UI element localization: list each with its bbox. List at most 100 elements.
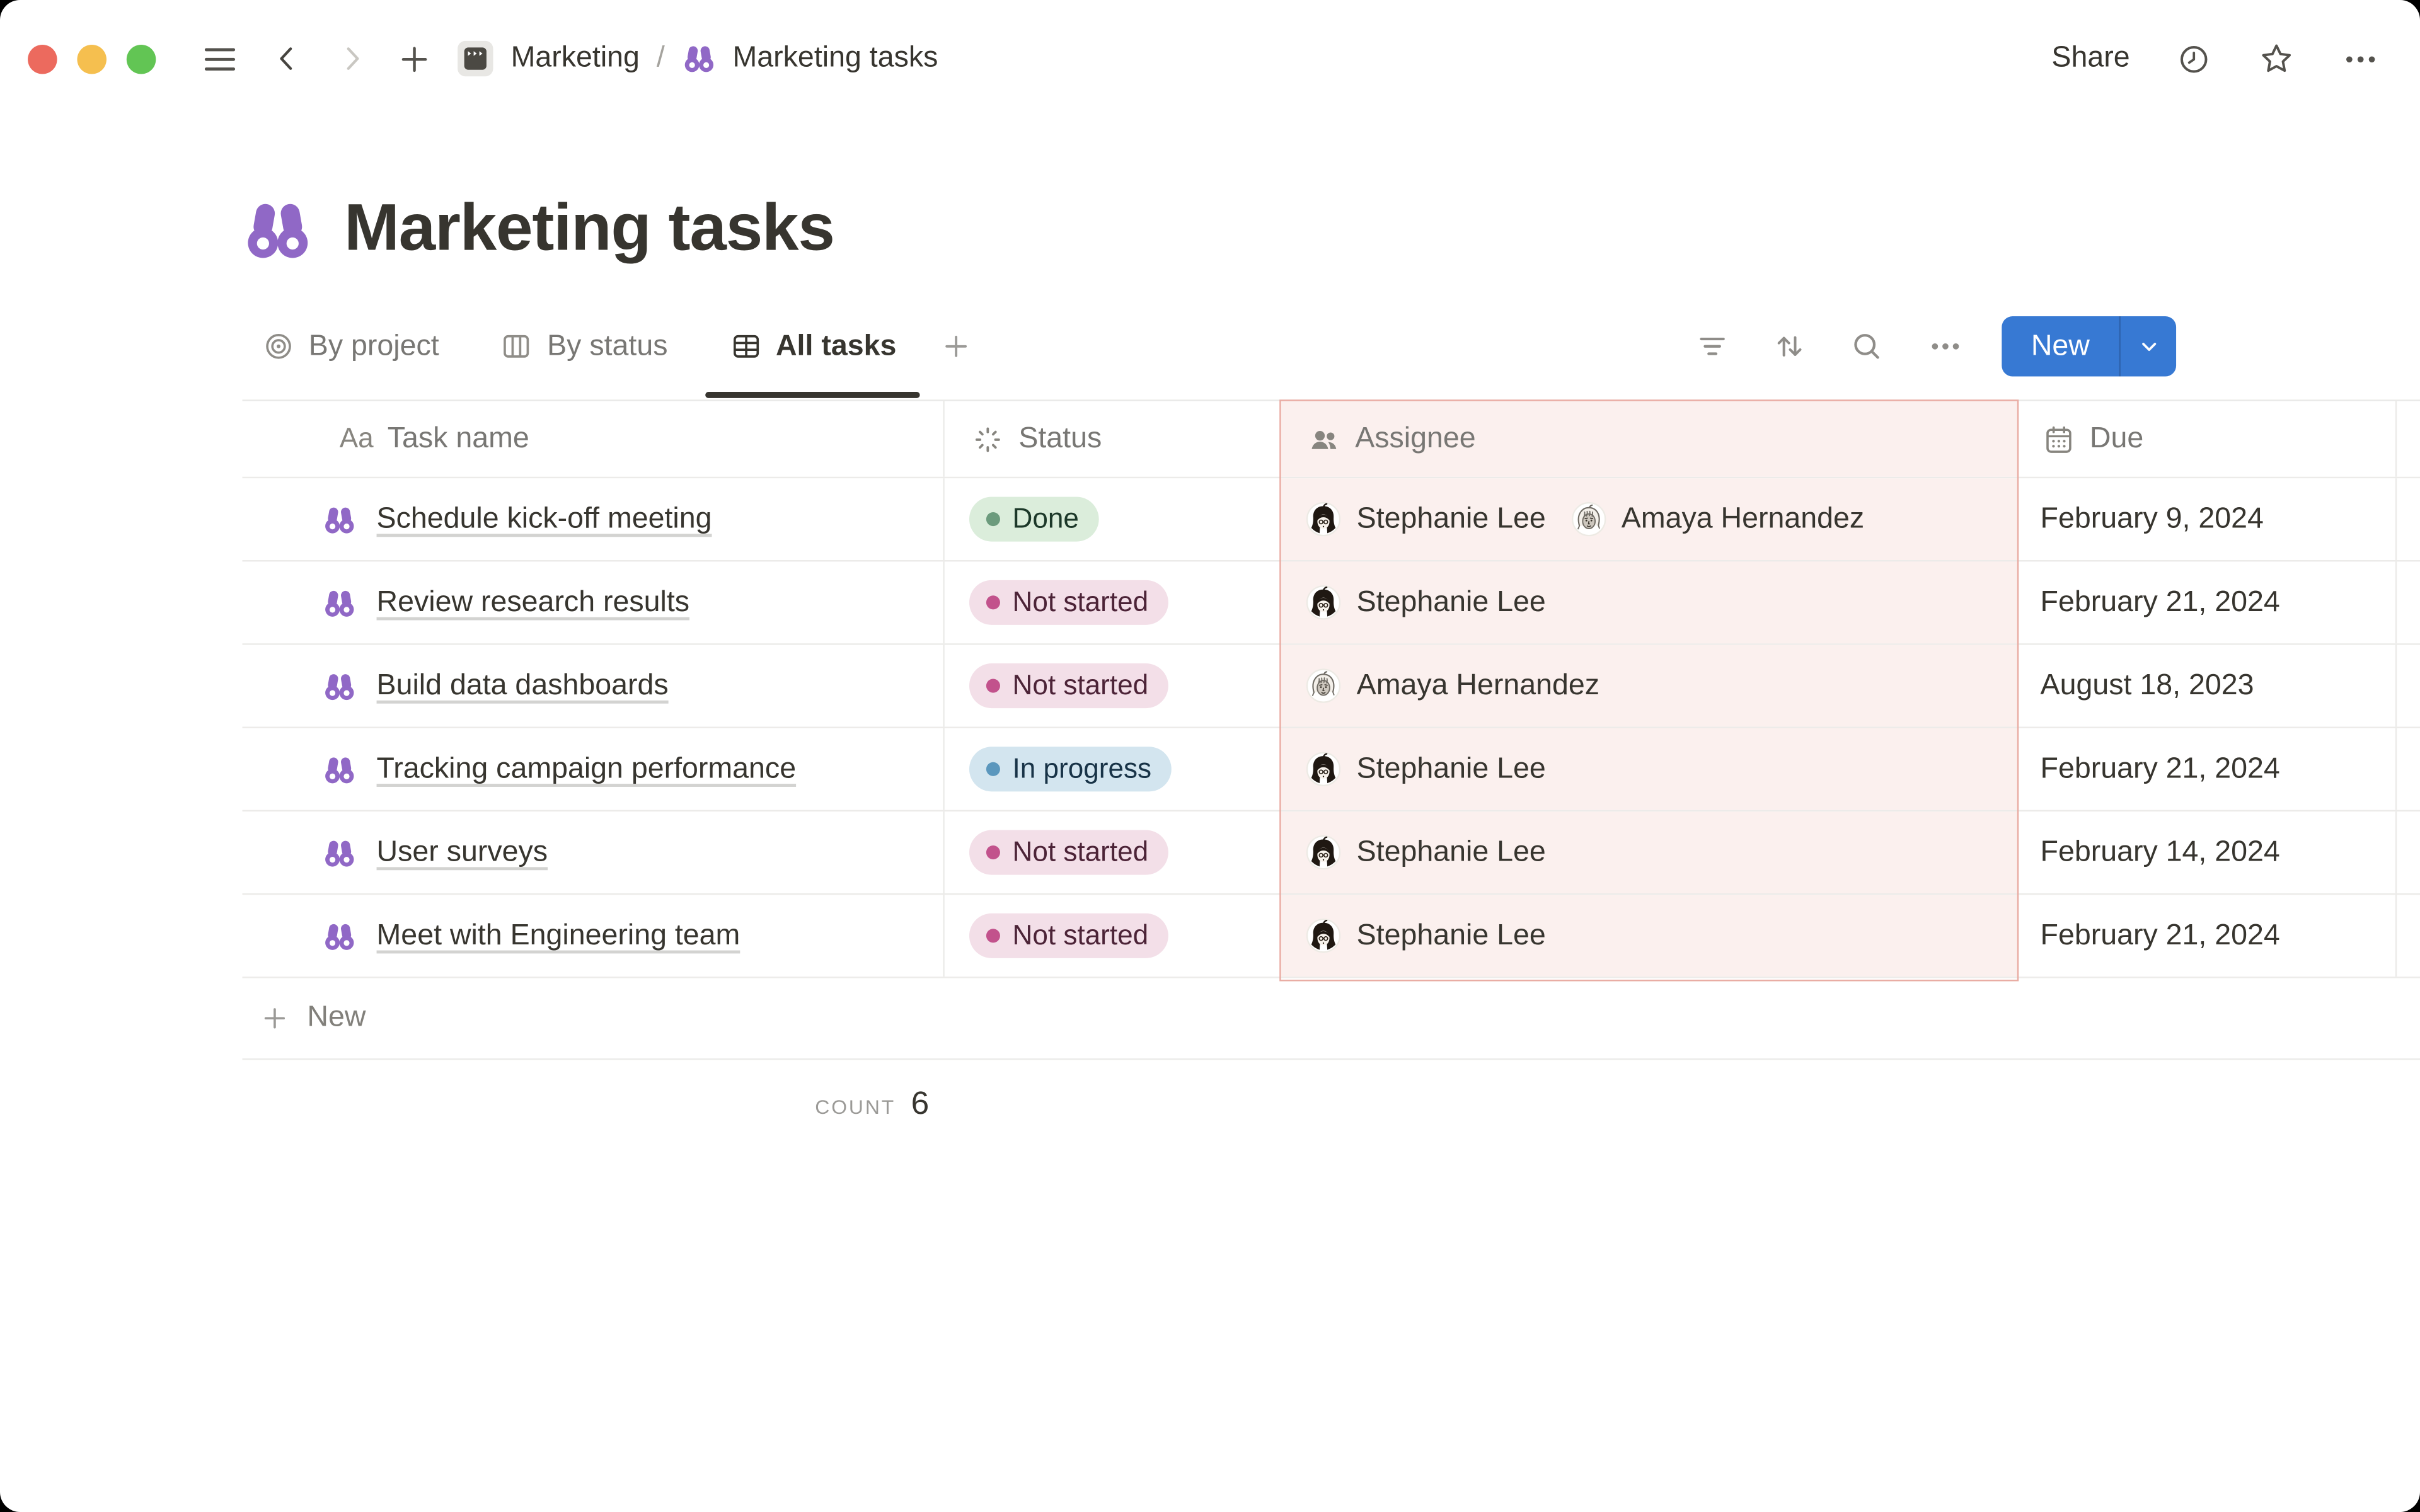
column-label: Assignee [1355,421,1476,455]
task-cell[interactable]: Review research results [242,561,945,644]
column-header-task-name[interactable]: Aa Task name [242,401,945,477]
task-page-icon [323,752,357,786]
board-icon [501,330,533,362]
due-cell[interactable]: February 14, 2024 [2017,811,2397,893]
zoom-window-button[interactable] [126,43,156,74]
column-header-status[interactable]: Status [945,401,1281,477]
tab-label: By project [308,329,439,362]
column-header-assignee[interactable]: Assignee [1281,401,2017,477]
tab-by-status[interactable]: By status [501,329,668,364]
assignee-cell[interactable]: Stephanie Lee [1281,728,2017,810]
breadcrumb-current[interactable]: Marketing tasks [732,42,938,74]
page-title[interactable]: Marketing tasks [344,191,835,266]
table-icon [729,330,761,362]
binoculars-icon [325,507,354,533]
new-entry-split-button: New [2002,316,2177,377]
tab-all-tasks[interactable]: All tasks [705,329,920,398]
updates-button[interactable] [2176,41,2211,76]
status-cell[interactable]: Not started [945,811,1281,893]
view-more-button[interactable] [1926,327,1964,365]
favorite-button[interactable] [2258,40,2295,77]
share-button[interactable]: Share [2051,42,2130,74]
table-row[interactable]: User surveys Not started Stephanie Lee F… [242,811,2420,895]
status-cell[interactable]: Not started [945,561,1281,643]
new-entry-dropdown-button[interactable] [2119,316,2176,377]
assignee-name: Amaya Hernandez [1621,502,1865,535]
task-cell[interactable]: User surveys [242,811,945,893]
due-cell[interactable]: February 21, 2024 [2017,561,2397,644]
new-row-button[interactable]: New [242,978,2420,1060]
assignee-name: Stephanie Lee [1356,919,1546,951]
column-header-due[interactable]: Due [2017,401,2397,477]
more-options-button[interactable] [2341,39,2380,77]
task-cell[interactable]: Meet with Engineering team [242,895,945,977]
search-button[interactable] [1849,329,1884,364]
assignee-cell[interactable]: Stephanie Lee Amaya Hernandez [1281,478,2017,560]
binoculars-icon [325,673,354,699]
plus-icon [945,335,967,357]
binoculars-icon [684,46,713,72]
close-window-button[interactable] [28,43,57,74]
table-row[interactable]: Schedule kick-off meeting Done Stephanie… [242,478,2420,562]
task-title-link[interactable]: Build data dashboards [376,668,669,702]
status-cell[interactable]: Not started [945,645,1281,727]
assignee-cell[interactable]: Stephanie Lee [1281,561,2017,644]
due-cell[interactable]: February 21, 2024 [2017,728,2397,810]
due-date: February 21, 2024 [2040,752,2280,785]
page-title-icon[interactable] [242,193,313,265]
task-title-link[interactable]: Tracking campaign performance [376,752,797,785]
sidebar-toggle-button[interactable] [197,37,241,81]
sort-button[interactable] [1772,329,1807,364]
breadcrumb-root[interactable]: Marketing [510,42,640,74]
status-pill: Done [969,496,1099,542]
due-cell[interactable]: August 18, 2023 [2017,644,2397,727]
new-entry-button[interactable]: New [2031,329,2090,362]
new-page-button[interactable] [392,37,435,81]
assignee-cell[interactable]: Stephanie Lee [1281,895,2017,977]
status-cell[interactable]: In progress [945,728,1281,810]
tab-by-project[interactable]: By project [262,329,439,364]
add-view-button[interactable] [940,330,972,362]
status-cell[interactable]: Done [945,478,1281,560]
minimize-window-button[interactable] [77,43,107,74]
binoculars-icon [325,590,354,616]
task-page-icon [323,919,357,953]
status-pill: Not started [969,913,1168,958]
chevron-left-icon [280,47,292,70]
page-title-row: Marketing tasks [242,192,2420,267]
status-label: Done [1012,503,1079,534]
due-cell[interactable]: February 21, 2024 [2017,895,2397,977]
forward-button[interactable] [330,37,374,81]
task-title-link[interactable]: Meet with Engineering team [376,919,740,951]
database-table: Aa Task name Status Assignee [242,399,2420,1123]
ellipsis-icon [1932,343,1959,350]
table-row[interactable]: Tracking campaign performance In progres… [242,728,2420,812]
marketing-project-icon [458,40,493,77]
ellipsis-icon [2346,55,2375,62]
filter-button[interactable] [1695,329,1730,364]
binoculars-icon [248,203,308,258]
assignee-cell[interactable]: Stephanie Lee [1281,811,2017,893]
task-page-icon [323,669,357,703]
task-title-link[interactable]: Review research results [376,585,690,618]
table-row[interactable]: Review research results Not started Step… [242,561,2420,645]
topbar: Marketing / Marketing tasks Share [0,0,2420,117]
table-row[interactable]: Build data dashboards Not started Amaya … [242,644,2420,728]
task-cell[interactable]: Tracking campaign performance [242,728,945,810]
assignee-cell[interactable]: Amaya Hernandez [1281,644,2017,727]
status-pill: Not started [969,830,1168,875]
task-title-link[interactable]: Schedule kick-off meeting [376,502,712,535]
view-tabs: By project By status All tasks [262,329,972,398]
task-cell[interactable]: Build data dashboards [242,644,945,727]
back-button[interactable] [265,37,309,81]
task-cell[interactable]: Schedule kick-off meeting [242,478,945,560]
assignee-chip: Stephanie Lee [1306,918,1546,953]
table-row[interactable]: Meet with Engineering team Not started S… [242,895,2420,978]
calculation-row[interactable]: COUNT 6 [242,1060,944,1123]
task-title-link[interactable]: User surveys [376,835,548,868]
avatar [1306,668,1341,703]
status-cell[interactable]: Not started [945,895,1281,976]
due-cell[interactable]: February 9, 2024 [2017,478,2397,560]
star-icon [2262,44,2291,72]
task-page-icon [323,502,357,536]
